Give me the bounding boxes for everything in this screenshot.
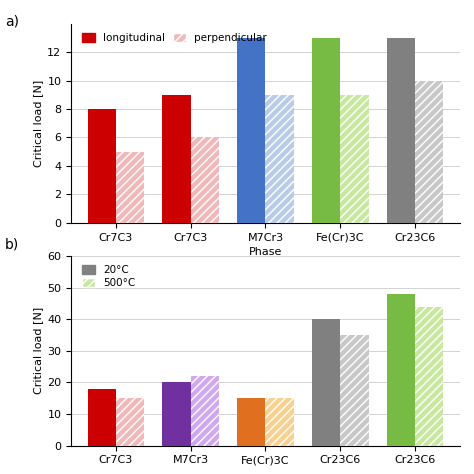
Bar — [415, 307, 443, 446]
Bar — [386, 294, 415, 446]
Bar — [191, 376, 219, 446]
Bar — [237, 398, 265, 446]
Bar — [312, 319, 340, 446]
Legend: 20°C, 500°C: 20°C, 500°C — [80, 263, 137, 291]
Bar — [312, 38, 340, 223]
Text: a): a) — [5, 14, 19, 28]
Bar — [340, 335, 369, 446]
Bar — [162, 95, 191, 223]
Bar — [116, 152, 145, 223]
Bar — [191, 137, 219, 223]
Bar — [265, 95, 294, 223]
Bar — [237, 38, 265, 223]
Bar — [265, 398, 294, 446]
Bar — [88, 389, 116, 446]
Y-axis label: Critical load [N]: Critical load [N] — [33, 307, 43, 394]
Bar — [162, 383, 191, 446]
Text: b): b) — [5, 237, 19, 251]
Bar — [116, 398, 145, 446]
X-axis label: Phase: Phase — [249, 246, 282, 256]
Bar — [386, 38, 415, 223]
Bar — [340, 95, 369, 223]
Y-axis label: Critical load [N]: Critical load [N] — [33, 80, 43, 167]
Bar — [415, 81, 443, 223]
Legend: longitudinal, perpendicular: longitudinal, perpendicular — [80, 31, 269, 45]
Bar — [88, 109, 116, 223]
